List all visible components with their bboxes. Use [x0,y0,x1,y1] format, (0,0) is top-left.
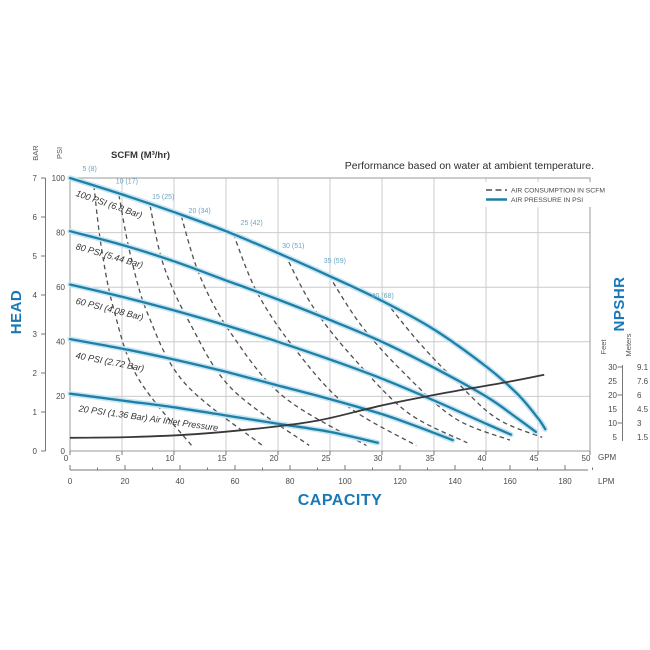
bar-tick-label: 0 [33,447,38,456]
npshr-feet-value: 30 [608,363,617,372]
consumption-curve-label: 40 (68) [372,293,394,300]
npshr-curve [69,373,545,439]
npshr-meters-value: 3 [637,419,642,428]
psi-tick-label: 60 [56,283,65,292]
head-axis-title: HEAD [8,290,25,335]
grid-layer [69,177,591,452]
consumption-curve-label: 10 (17) [116,178,138,185]
lpm-tick-label: 180 [558,477,572,486]
air-consumption-curve [328,275,511,441]
npshr-feet-value: 5 [613,433,618,442]
consumption-curve-label: 20 (34) [189,208,211,215]
meters-column-label: Meters [624,333,633,356]
lpm-tick-label: 100 [338,477,352,486]
bar-tick-label: 5 [33,252,38,261]
air-pressure-curve [68,337,454,442]
scfm-header: SCFM (M³/hr) [111,150,170,161]
gpm-tick-label: 5 [116,454,121,463]
legend-air-consumption-label: AIR CONSUMPTION IN SCFM [511,188,605,195]
npshr-feet-value: 10 [608,419,617,428]
lpm-tick-label: 140 [448,477,462,486]
psi-tick-label: 80 [56,228,65,237]
bar-tick-label: 7 [33,174,38,183]
psi-axis-label: PSI [55,147,64,159]
npshr-meters-value: 7.6 [637,377,649,386]
consumption-curve-label: 25 (42) [241,220,263,227]
bar-tick-label: 3 [33,330,38,339]
psi-tick-label: 100 [52,174,66,183]
npshr-feet-value: 15 [608,405,617,414]
gpm-tick-label: 25 [322,454,331,463]
bar-tick-label: 6 [33,213,38,222]
consumption-curve-label: 30 (51) [282,243,304,250]
lpm-tick-label: 40 [176,477,185,486]
air-consumption-curve [284,254,468,444]
consumption-curve-label: 15 (25) [152,194,174,201]
psi-tick-label: 40 [56,338,65,347]
gpm-tick-label: 35 [426,454,435,463]
npshr-meters-value: 4.5 [637,405,649,414]
psi-tick-label: 0 [61,447,66,456]
chart-title: Performance based on water at ambient te… [345,160,594,172]
npshr-feet-value: 20 [608,391,617,400]
npshr-meters-value: 6 [637,391,642,400]
psi-tick-label: 20 [56,392,65,401]
npshr-meters-value: 9.1 [637,363,649,372]
feet-column-label: Feet [599,339,608,355]
lpm-tick-label: 160 [503,477,517,486]
consumption-curve-label: 35 (59) [324,258,346,265]
consumption-curve-label: 5 (8) [82,166,96,173]
air-consumption-curve [385,301,543,439]
pressure-curve-label: 20 PSI (1.36 Bar) Air Inlet Pressure [77,403,219,433]
gpm-tick-label: 50 [582,454,591,463]
npshr-meters-value: 1.5 [637,433,649,442]
gpm-tick-label: 20 [270,454,279,463]
lpm-tick-label: 80 [286,477,295,486]
air-pressure-curve-halo [67,336,456,443]
bar-tick-label: 2 [33,369,38,378]
lpm-tick-label: 60 [231,477,240,486]
lpm-tick-label: 0 [68,477,73,486]
gpm-unit-label: GPM [598,453,617,462]
gpm-tick-label: 10 [166,454,175,463]
gpm-tick-label: 15 [218,454,227,463]
air-pressure-curve [68,283,513,436]
lpm-unit-label: LPM [598,477,615,486]
bar-tick-label: 4 [33,291,38,300]
legend-background [482,182,592,207]
gpm-tick-label: 40 [478,454,487,463]
air-pressure-curve [68,176,547,431]
axis-layer: 0 5 10 15 20 25 30 35 40 45 500 20 40 60 80 100 120 140 16… [33,174,649,486]
legend-air-pressure-label: AIR PRESSURE IN PSI [511,197,583,204]
bar-axis-label: BAR [31,145,40,161]
gpm-tick-label: 45 [530,454,539,463]
npshr-feet-value: 25 [608,377,617,386]
lpm-tick-label: 120 [393,477,407,486]
bar-tick-label: 1 [33,408,38,417]
air-pressure-curves [67,175,549,446]
air-pressure-curve [68,230,538,434]
legend: AIR CONSUMPTION IN SCFM AIR PRESSURE IN … [482,182,605,207]
npshr-performance-curve [69,373,545,439]
air-consumption-curve [149,205,310,447]
gpm-tick-label: 0 [64,454,69,463]
air-pressure-curve [68,392,379,444]
air-consumption-curve [118,194,263,447]
gpm-tick-label: 30 [374,454,383,463]
npshr-axis-title: NPSHR [611,276,628,331]
air-consumption-curve [180,216,367,447]
lpm-tick-label: 20 [121,477,130,486]
capacity-axis-title: CAPACITY [298,492,383,509]
